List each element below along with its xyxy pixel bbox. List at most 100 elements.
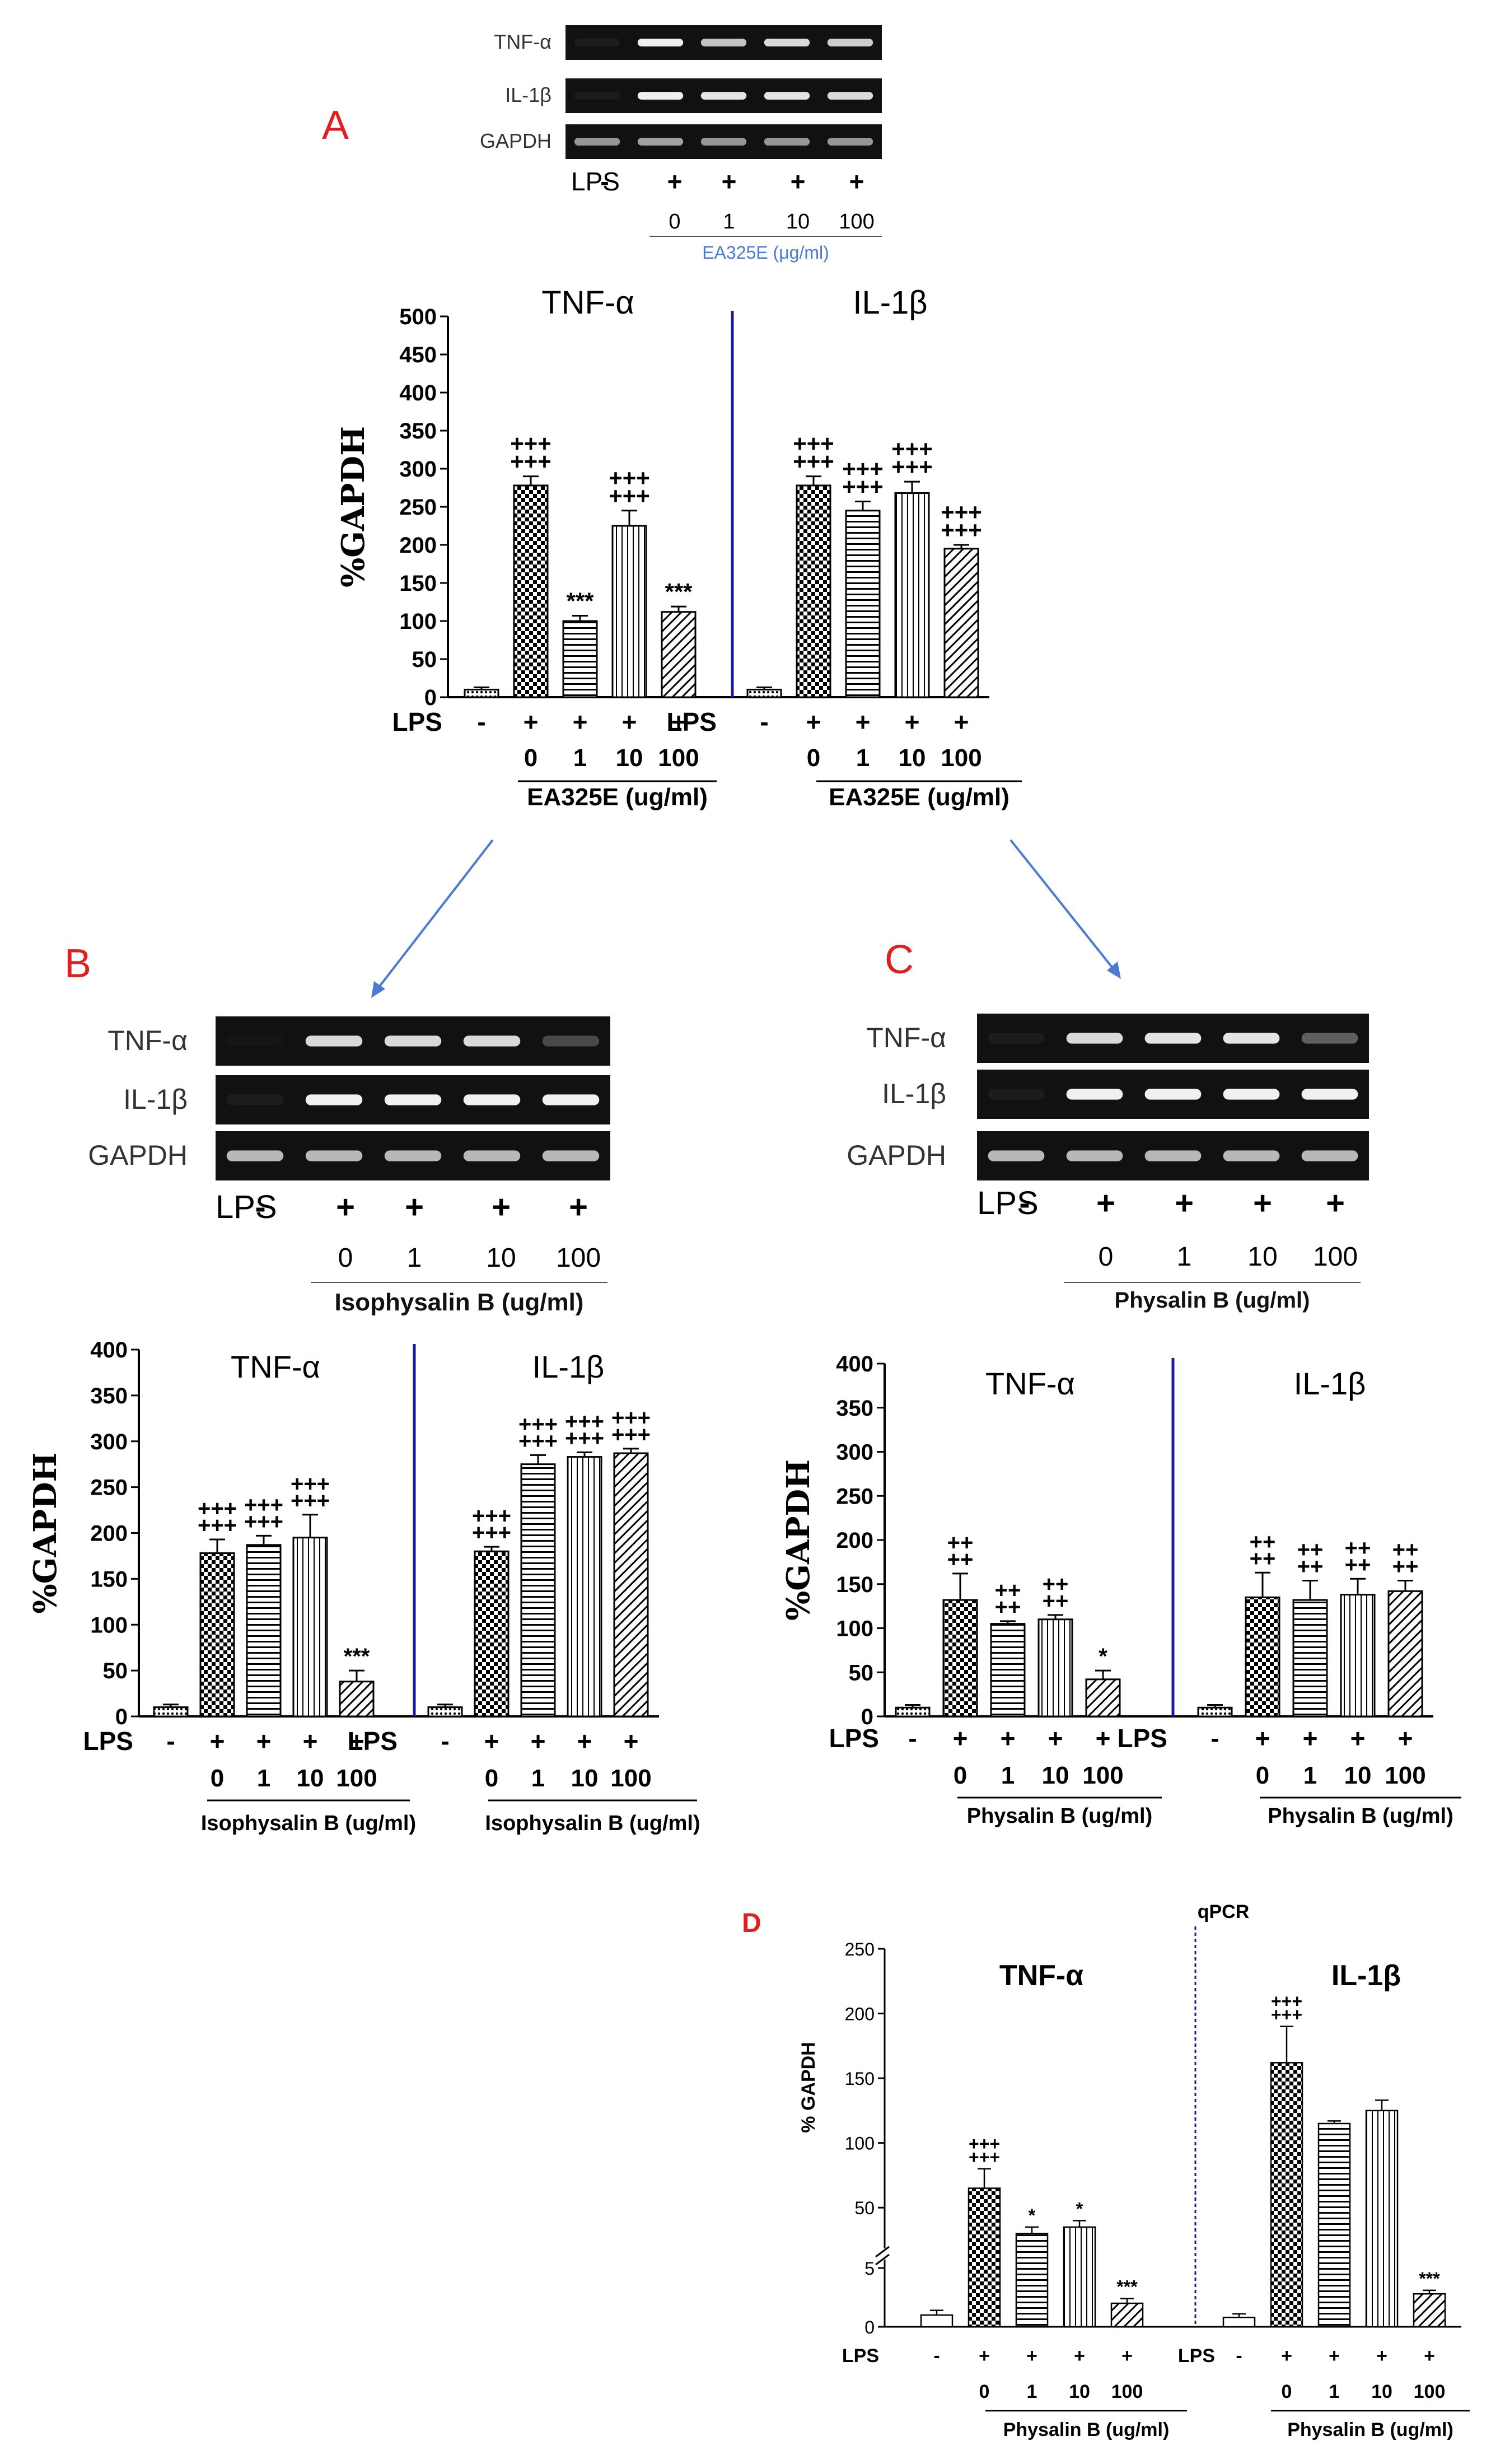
dose-label: 0: [1256, 1762, 1269, 1789]
gel-band: [227, 1035, 284, 1046]
lps-sign: +: [856, 707, 871, 736]
bar: [1365, 2110, 1399, 2328]
bar: [292, 1537, 328, 1718]
dose-label: 1: [573, 744, 587, 772]
lps-sign: +: [622, 707, 637, 736]
y-axis-label: %GAPDH: [780, 1459, 817, 1621]
lps-sign: +: [303, 1726, 318, 1756]
lps-sign: +: [1398, 1724, 1413, 1753]
y-axis-label: % GAPDH: [798, 2042, 819, 2132]
significance-mark: +++: [518, 1412, 558, 1436]
gel-band: [384, 1150, 442, 1161]
bar: [562, 620, 598, 698]
lps-sign: +: [577, 1726, 592, 1756]
significance-mark: +++: [291, 1488, 330, 1513]
lps-label: LPS: [842, 2345, 879, 2367]
chart-panel-A: 050100150200250300350400450500%GAPDHTNF-…: [335, 284, 1022, 811]
bar: [1110, 2302, 1144, 2328]
significance-mark: +++: [291, 1472, 330, 1496]
group-title: TNF-α: [999, 1959, 1083, 1992]
dose-label: 10: [616, 744, 643, 772]
significance-mark: ++: [1043, 1589, 1069, 1613]
dose-label: 0: [1282, 2381, 1292, 2402]
significance-mark: *: [1029, 2205, 1036, 2225]
axis-break-mark: [875, 2253, 890, 2266]
bar: [567, 1456, 602, 1718]
dose-label: 100: [1385, 1762, 1425, 1789]
gel-band: [764, 92, 810, 100]
gel-dose-label: 1: [723, 210, 735, 234]
dose-label: 1: [257, 1765, 270, 1792]
bar: [513, 484, 549, 698]
significance-mark: +++: [609, 465, 650, 491]
dose-label: 0: [485, 1765, 498, 1792]
bar: [661, 611, 697, 698]
bar: [199, 1552, 235, 1718]
gel-lps-sign: +: [722, 167, 737, 196]
gel-band: [542, 1035, 600, 1047]
dose-caption: Isophysalin B (ug/ml): [485, 1812, 700, 1835]
lps-label: LPS: [1178, 2345, 1215, 2367]
gel-band: [700, 92, 747, 100]
y-tick-label: 350: [836, 1396, 873, 1421]
bar: [613, 1452, 649, 1718]
significance-mark: *: [1099, 1644, 1107, 1669]
dose-label: 100: [1082, 1762, 1123, 1789]
dose-caption: Physalin B (ug/ml): [1287, 2419, 1453, 2440]
bar: [1222, 2316, 1256, 2328]
lps-sign: +: [1255, 1724, 1270, 1753]
y-tick-label: 400: [836, 1352, 873, 1376]
bar: [1245, 1596, 1280, 1718]
gel-band: [1223, 1150, 1280, 1161]
lps-sign: +: [953, 1724, 968, 1753]
gel-lps-sign: +: [791, 167, 806, 196]
significance-mark: ***: [665, 578, 693, 605]
y-tick-label: 5: [864, 2258, 875, 2279]
lps-sign: +: [1281, 2345, 1292, 2367]
lps-sign: +: [1096, 1724, 1111, 1753]
lps-sign: +: [256, 1726, 272, 1756]
gel-lps-sign: +: [1096, 1185, 1115, 1221]
significance-mark: +++: [611, 1406, 651, 1430]
lps-sign: +: [210, 1726, 225, 1756]
significance-mark: +++: [941, 499, 982, 525]
dose-label: 100: [336, 1765, 377, 1792]
lps-sign: -: [908, 1724, 917, 1753]
y-tick-label: 50: [854, 2198, 875, 2218]
dose-label: 0: [524, 744, 538, 772]
axis-break-mark: [875, 2246, 890, 2258]
gel-lps-sign: +: [667, 167, 683, 196]
gel-band: [542, 1150, 600, 1161]
y-tick-label: 200: [836, 1528, 873, 1553]
gel-dose-label: 0: [1099, 1242, 1114, 1272]
gel-row-label: TNF-α: [866, 1022, 946, 1053]
gel-dose-label: 0: [338, 1243, 353, 1273]
gel-band: [574, 92, 620, 100]
lps-sign: +: [484, 1726, 499, 1756]
y-axis-label: %GAPDH: [335, 426, 372, 587]
gel-band: [305, 1094, 363, 1105]
gel-band: [305, 1035, 363, 1047]
significance-mark: +++: [244, 1509, 283, 1534]
lps-sign: -: [166, 1726, 175, 1756]
panel-letter-D: D: [742, 1908, 761, 1938]
gel-band: [305, 1150, 363, 1161]
arrow-to-panel-B: [371, 839, 494, 998]
dose-label: 1: [1027, 2381, 1037, 2402]
y-tick-label: 400: [90, 1338, 128, 1362]
lps-sign: +: [671, 707, 686, 736]
significance-mark: +++: [969, 2134, 1000, 2154]
gel-lps-sign: +: [492, 1189, 511, 1225]
group-title: IL-1β: [853, 284, 927, 321]
gel-band: [1066, 1150, 1123, 1161]
significance-mark: ++: [1392, 1537, 1419, 1562]
gel-band: [1144, 1089, 1202, 1100]
dose-label: 0: [807, 744, 820, 772]
significance-mark: +++: [565, 1426, 604, 1450]
lps-sign: -: [933, 2345, 940, 2367]
y-tick-label: 500: [399, 305, 437, 329]
lps-sign: +: [624, 1726, 639, 1756]
lps-sign: +: [1048, 1724, 1063, 1753]
y-tick-label: 0: [864, 2317, 875, 2337]
gel-band: [226, 1150, 284, 1161]
